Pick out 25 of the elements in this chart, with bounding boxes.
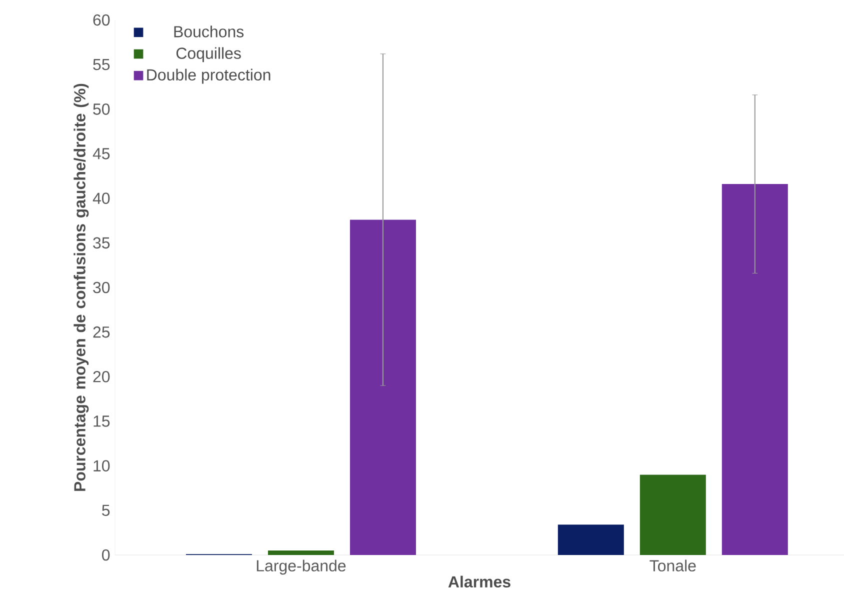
y-tick-label: 15 [94, 416, 110, 427]
bar [350, 220, 416, 555]
y-tick-label: 40 [92, 192, 110, 204]
bar [640, 474, 706, 555]
y-tick-label: 5 [102, 504, 110, 516]
y-tick-label: 50 [93, 104, 110, 115]
y-tick-label: 45 [92, 148, 110, 160]
y-axis-title: Pourcentage moyen de confusions gauche/droite (%) [74, 84, 89, 491]
y-tick-label: 20 [93, 370, 110, 382]
bar [268, 550, 334, 555]
y-tick-label: 0 [102, 549, 110, 561]
x-tick-label: Large-bande [256, 560, 346, 575]
x-tick-label: Tonale [650, 560, 696, 572]
bar [558, 524, 624, 555]
legend-label: Coquilles [176, 47, 241, 62]
bar [722, 184, 788, 555]
y-tick-label: 10 [94, 460, 110, 472]
y-tick-label: 35 [93, 237, 110, 249]
y-tick-label: 30 [93, 282, 110, 294]
y-tick-label: 55 [93, 59, 110, 70]
x-axis-title: Alarmes [448, 576, 510, 588]
y-tick-label: 25 [93, 326, 110, 338]
y-tick-label: 60 [93, 14, 110, 26]
legend-label: Bouchons [174, 26, 244, 38]
legend-label: Double protection [147, 68, 270, 84]
